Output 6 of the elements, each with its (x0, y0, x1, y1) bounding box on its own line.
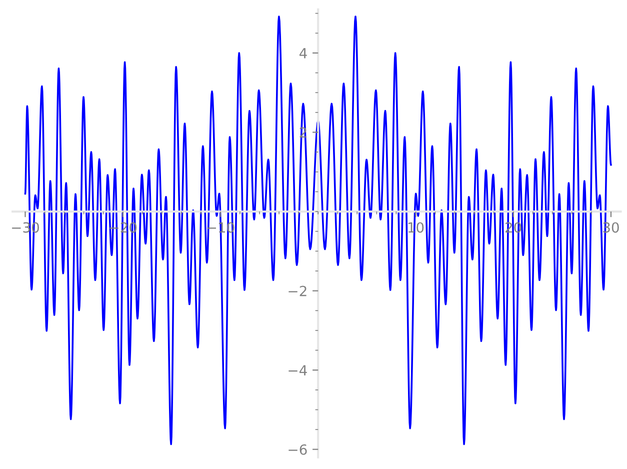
y-tick-label: −2 (288, 286, 306, 296)
y-tick-label: 2 (300, 127, 306, 138)
y-tick-label: 4 (300, 48, 307, 58)
y-tick-label: −4 (288, 365, 307, 376)
y-tick-label: −6 (288, 444, 307, 455)
x-tick-label: −20 (110, 222, 137, 233)
